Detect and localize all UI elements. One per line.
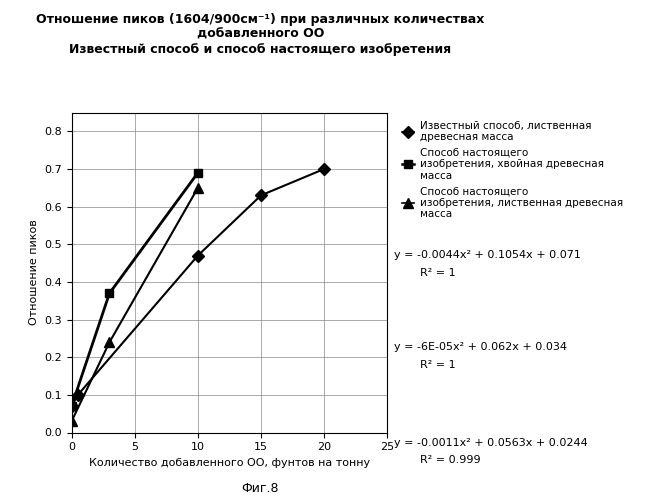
Text: y = -0.0044x² + 0.1054x + 0.071: y = -0.0044x² + 0.1054x + 0.071 xyxy=(394,250,581,260)
X-axis label: Количество добавленного ОО, фунтов на тонну: Количество добавленного ОО, фунтов на то… xyxy=(89,458,370,468)
Text: Фиг.8: Фиг.8 xyxy=(242,482,279,495)
Y-axis label: Отношение пиков: Отношение пиков xyxy=(29,220,38,326)
Text: R² = 1: R² = 1 xyxy=(420,268,456,278)
Text: Известный способ и способ настоящего изобретения: Известный способ и способ настоящего изо… xyxy=(70,42,451,56)
Text: Отношение пиков (1604/900см⁻¹) при различных количествах: Отношение пиков (1604/900см⁻¹) при разли… xyxy=(36,12,484,26)
Legend: Известный способ, лиственная
древесная масса, Способ настоящего
изобретения, хво: Известный способ, лиственная древесная м… xyxy=(399,118,626,222)
Text: R² = 1: R² = 1 xyxy=(420,360,456,370)
Text: y = -0.0011x² + 0.0563x + 0.0244: y = -0.0011x² + 0.0563x + 0.0244 xyxy=(394,438,588,448)
Text: R² = 0.999: R² = 0.999 xyxy=(420,455,480,465)
Text: добавленного ОО: добавленного ОО xyxy=(197,28,324,40)
Text: y = -6Е-05x² + 0.062x + 0.034: y = -6Е-05x² + 0.062x + 0.034 xyxy=(394,342,567,352)
